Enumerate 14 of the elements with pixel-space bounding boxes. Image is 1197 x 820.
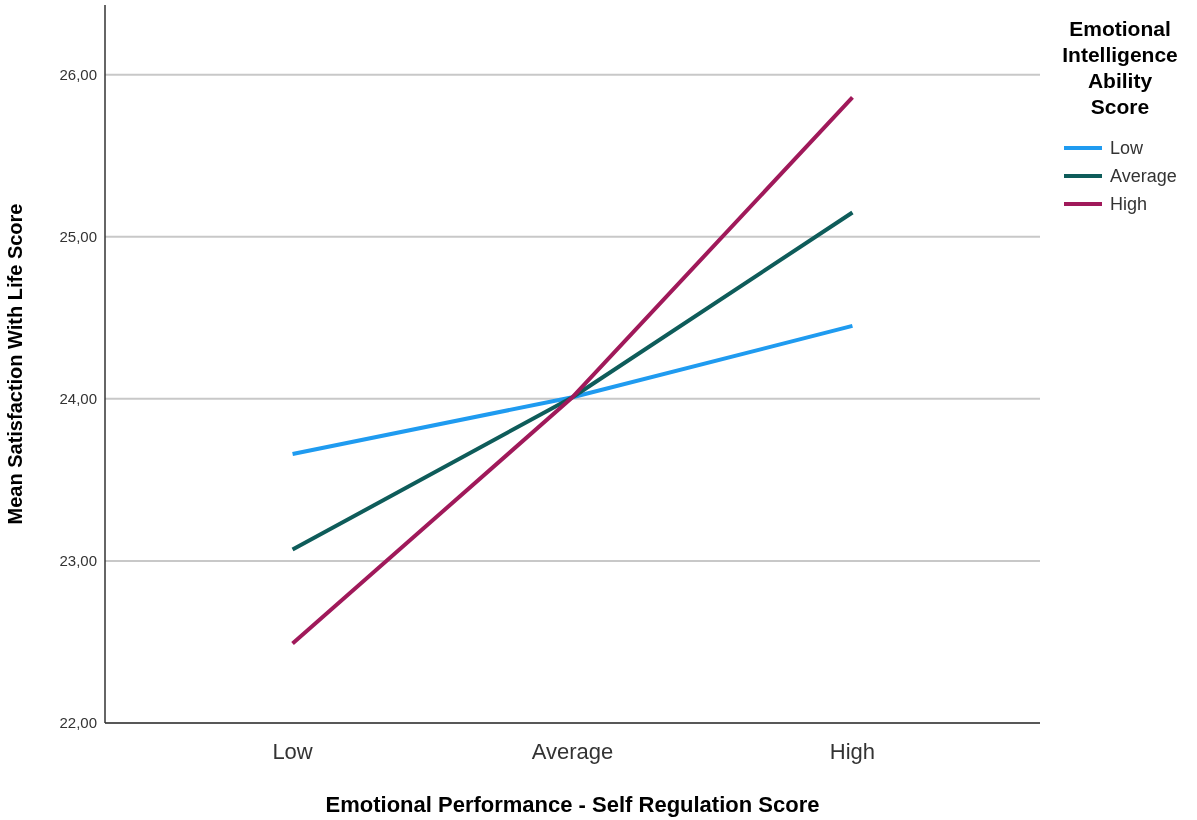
- y-tick-label: 26,00: [59, 65, 97, 83]
- legend-label: High: [1110, 194, 1148, 215]
- x-tick-label: Average: [531, 739, 614, 764]
- legend-label: Average: [1110, 166, 1177, 187]
- y-tick-label: 25,00: [59, 228, 97, 246]
- y-tick-label: 24,00: [59, 390, 97, 408]
- x-tick-label: Low: [272, 739, 313, 764]
- x-axis-title: Emotional Performance - Self Regulation Score: [325, 792, 820, 817]
- legend-title: Emotional Intelligence Ability Score: [1062, 17, 1178, 118]
- x-tick-label: High: [829, 739, 876, 764]
- y-tick-label: 23,00: [59, 552, 97, 570]
- y-tick-label: 22,00: [59, 714, 97, 732]
- legend-label: Low: [1110, 138, 1145, 159]
- y-axis-title: Mean Satisfaction With Life Score: [4, 203, 26, 525]
